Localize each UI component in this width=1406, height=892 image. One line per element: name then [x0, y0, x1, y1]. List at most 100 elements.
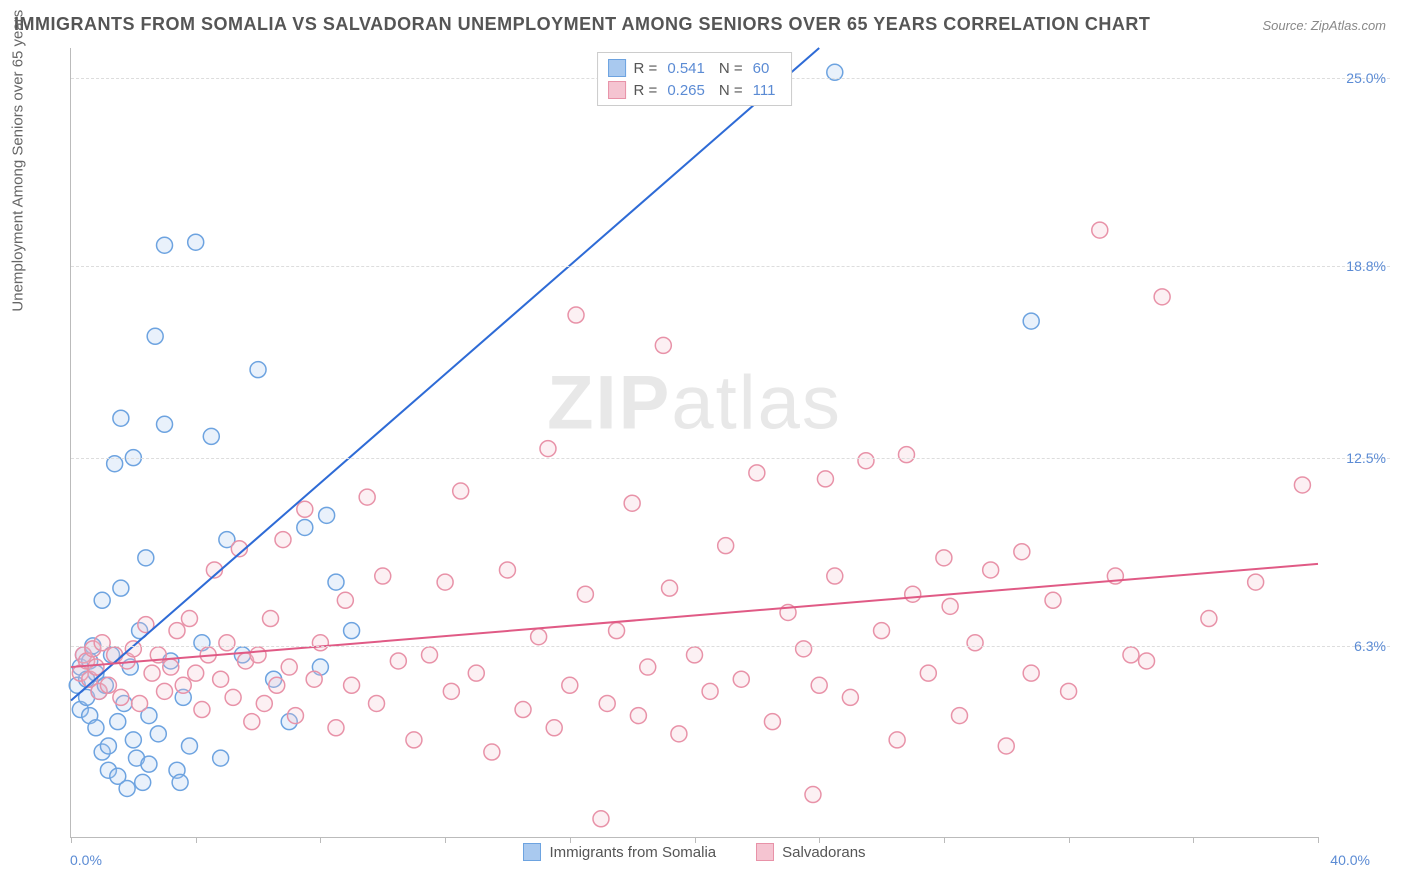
scatter-point: [624, 495, 640, 511]
scatter-point: [175, 677, 191, 693]
legend-label-1: Immigrants from Somalia: [549, 844, 716, 861]
scatter-point: [113, 580, 129, 596]
scatter-point: [874, 623, 890, 639]
scatter-point: [100, 738, 116, 754]
scatter-point: [942, 598, 958, 614]
scatter-point: [281, 659, 297, 675]
scatter-point: [1061, 683, 1077, 699]
scatter-point: [390, 653, 406, 669]
plot-area: ZIPatlas R = 0.541 N = 60 R = 0.265 N = …: [70, 48, 1318, 838]
scatter-point: [842, 689, 858, 705]
gridline: [71, 266, 1390, 267]
scatter-point: [817, 471, 833, 487]
scatter-point: [125, 641, 141, 657]
scatter-point: [1092, 222, 1108, 238]
scatter-point: [328, 574, 344, 590]
scatter-point: [312, 635, 328, 651]
scatter-point: [344, 623, 360, 639]
scatter-point: [546, 720, 562, 736]
scatter-point: [1023, 665, 1039, 681]
scatter-point: [920, 665, 936, 681]
x-tick: [445, 837, 446, 843]
scatter-point: [225, 689, 241, 705]
n-label-1: N =: [719, 60, 743, 77]
scatter-point: [453, 483, 469, 499]
scatter-point: [1294, 477, 1310, 493]
scatter-point: [369, 695, 385, 711]
source-attribution: Source: ZipAtlas.com: [1262, 18, 1386, 33]
scatter-point: [219, 635, 235, 651]
x-tick: [570, 837, 571, 843]
scatter-point: [163, 659, 179, 675]
scatter-point: [905, 586, 921, 602]
scatter-point: [275, 532, 291, 548]
scatter-point: [138, 550, 154, 566]
x-tick: [1193, 837, 1194, 843]
scatter-point: [733, 671, 749, 687]
scatter-point: [1123, 647, 1139, 663]
x-axis-min-label: 0.0%: [70, 852, 102, 868]
scatter-point: [1139, 653, 1155, 669]
r-label-1: R =: [634, 60, 658, 77]
scatter-point: [113, 689, 129, 705]
x-tick: [1069, 837, 1070, 843]
legend-swatch-1: [608, 59, 626, 77]
trend-line: [71, 48, 819, 700]
scatter-point: [1014, 544, 1030, 560]
scatter-point: [213, 671, 229, 687]
scatter-point: [319, 507, 335, 523]
scatter-point: [1248, 574, 1264, 590]
scatter-point: [599, 695, 615, 711]
scatter-point: [858, 453, 874, 469]
scatter-point: [443, 683, 459, 699]
scatter-point: [169, 623, 185, 639]
legend-item-2: Salvadorans: [756, 843, 865, 861]
x-tick: [1318, 837, 1319, 843]
x-tick: [71, 837, 72, 843]
scatter-point: [263, 611, 279, 627]
scatter-point: [749, 465, 765, 481]
scatter-point: [94, 635, 110, 651]
scatter-point: [375, 568, 391, 584]
gridline: [71, 458, 1390, 459]
scatter-point: [144, 665, 160, 681]
scatter-point: [562, 677, 578, 693]
legend-row-series-1: R = 0.541 N = 60: [608, 57, 782, 79]
n-value-1: 60: [753, 60, 770, 77]
scatter-point: [157, 683, 173, 699]
y-tick-label: 12.5%: [1346, 450, 1386, 466]
scatter-point: [1045, 592, 1061, 608]
scatter-point: [157, 416, 173, 432]
n-label-2: N =: [719, 82, 743, 99]
x-tick: [695, 837, 696, 843]
scatter-point: [297, 501, 313, 517]
scatter-point: [998, 738, 1014, 754]
x-tick: [944, 837, 945, 843]
scatter-point: [811, 677, 827, 693]
legend-swatch-2: [608, 81, 626, 99]
scatter-point: [113, 410, 129, 426]
y-tick-label: 6.3%: [1354, 638, 1386, 654]
scatter-point: [297, 519, 313, 535]
r-label-2: R =: [634, 82, 658, 99]
scatter-point: [662, 580, 678, 596]
scatter-point: [593, 811, 609, 827]
scatter-point: [306, 671, 322, 687]
scatter-point: [328, 720, 344, 736]
scatter-point: [967, 635, 983, 651]
scatter-point: [655, 337, 671, 353]
scatter-point: [141, 756, 157, 772]
scatter-point: [181, 611, 197, 627]
scatter-point: [499, 562, 515, 578]
scatter-point: [194, 702, 210, 718]
y-tick-label: 18.8%: [1346, 258, 1386, 274]
scatter-point: [188, 234, 204, 250]
r-value-1: 0.541: [667, 60, 705, 77]
scatter-point: [119, 780, 135, 796]
y-tick-label: 25.0%: [1346, 70, 1386, 86]
scatter-point: [671, 726, 687, 742]
legend-item-1: Immigrants from Somalia: [523, 843, 716, 861]
scatter-point: [422, 647, 438, 663]
scatter-point: [287, 708, 303, 724]
scatter-point: [515, 702, 531, 718]
